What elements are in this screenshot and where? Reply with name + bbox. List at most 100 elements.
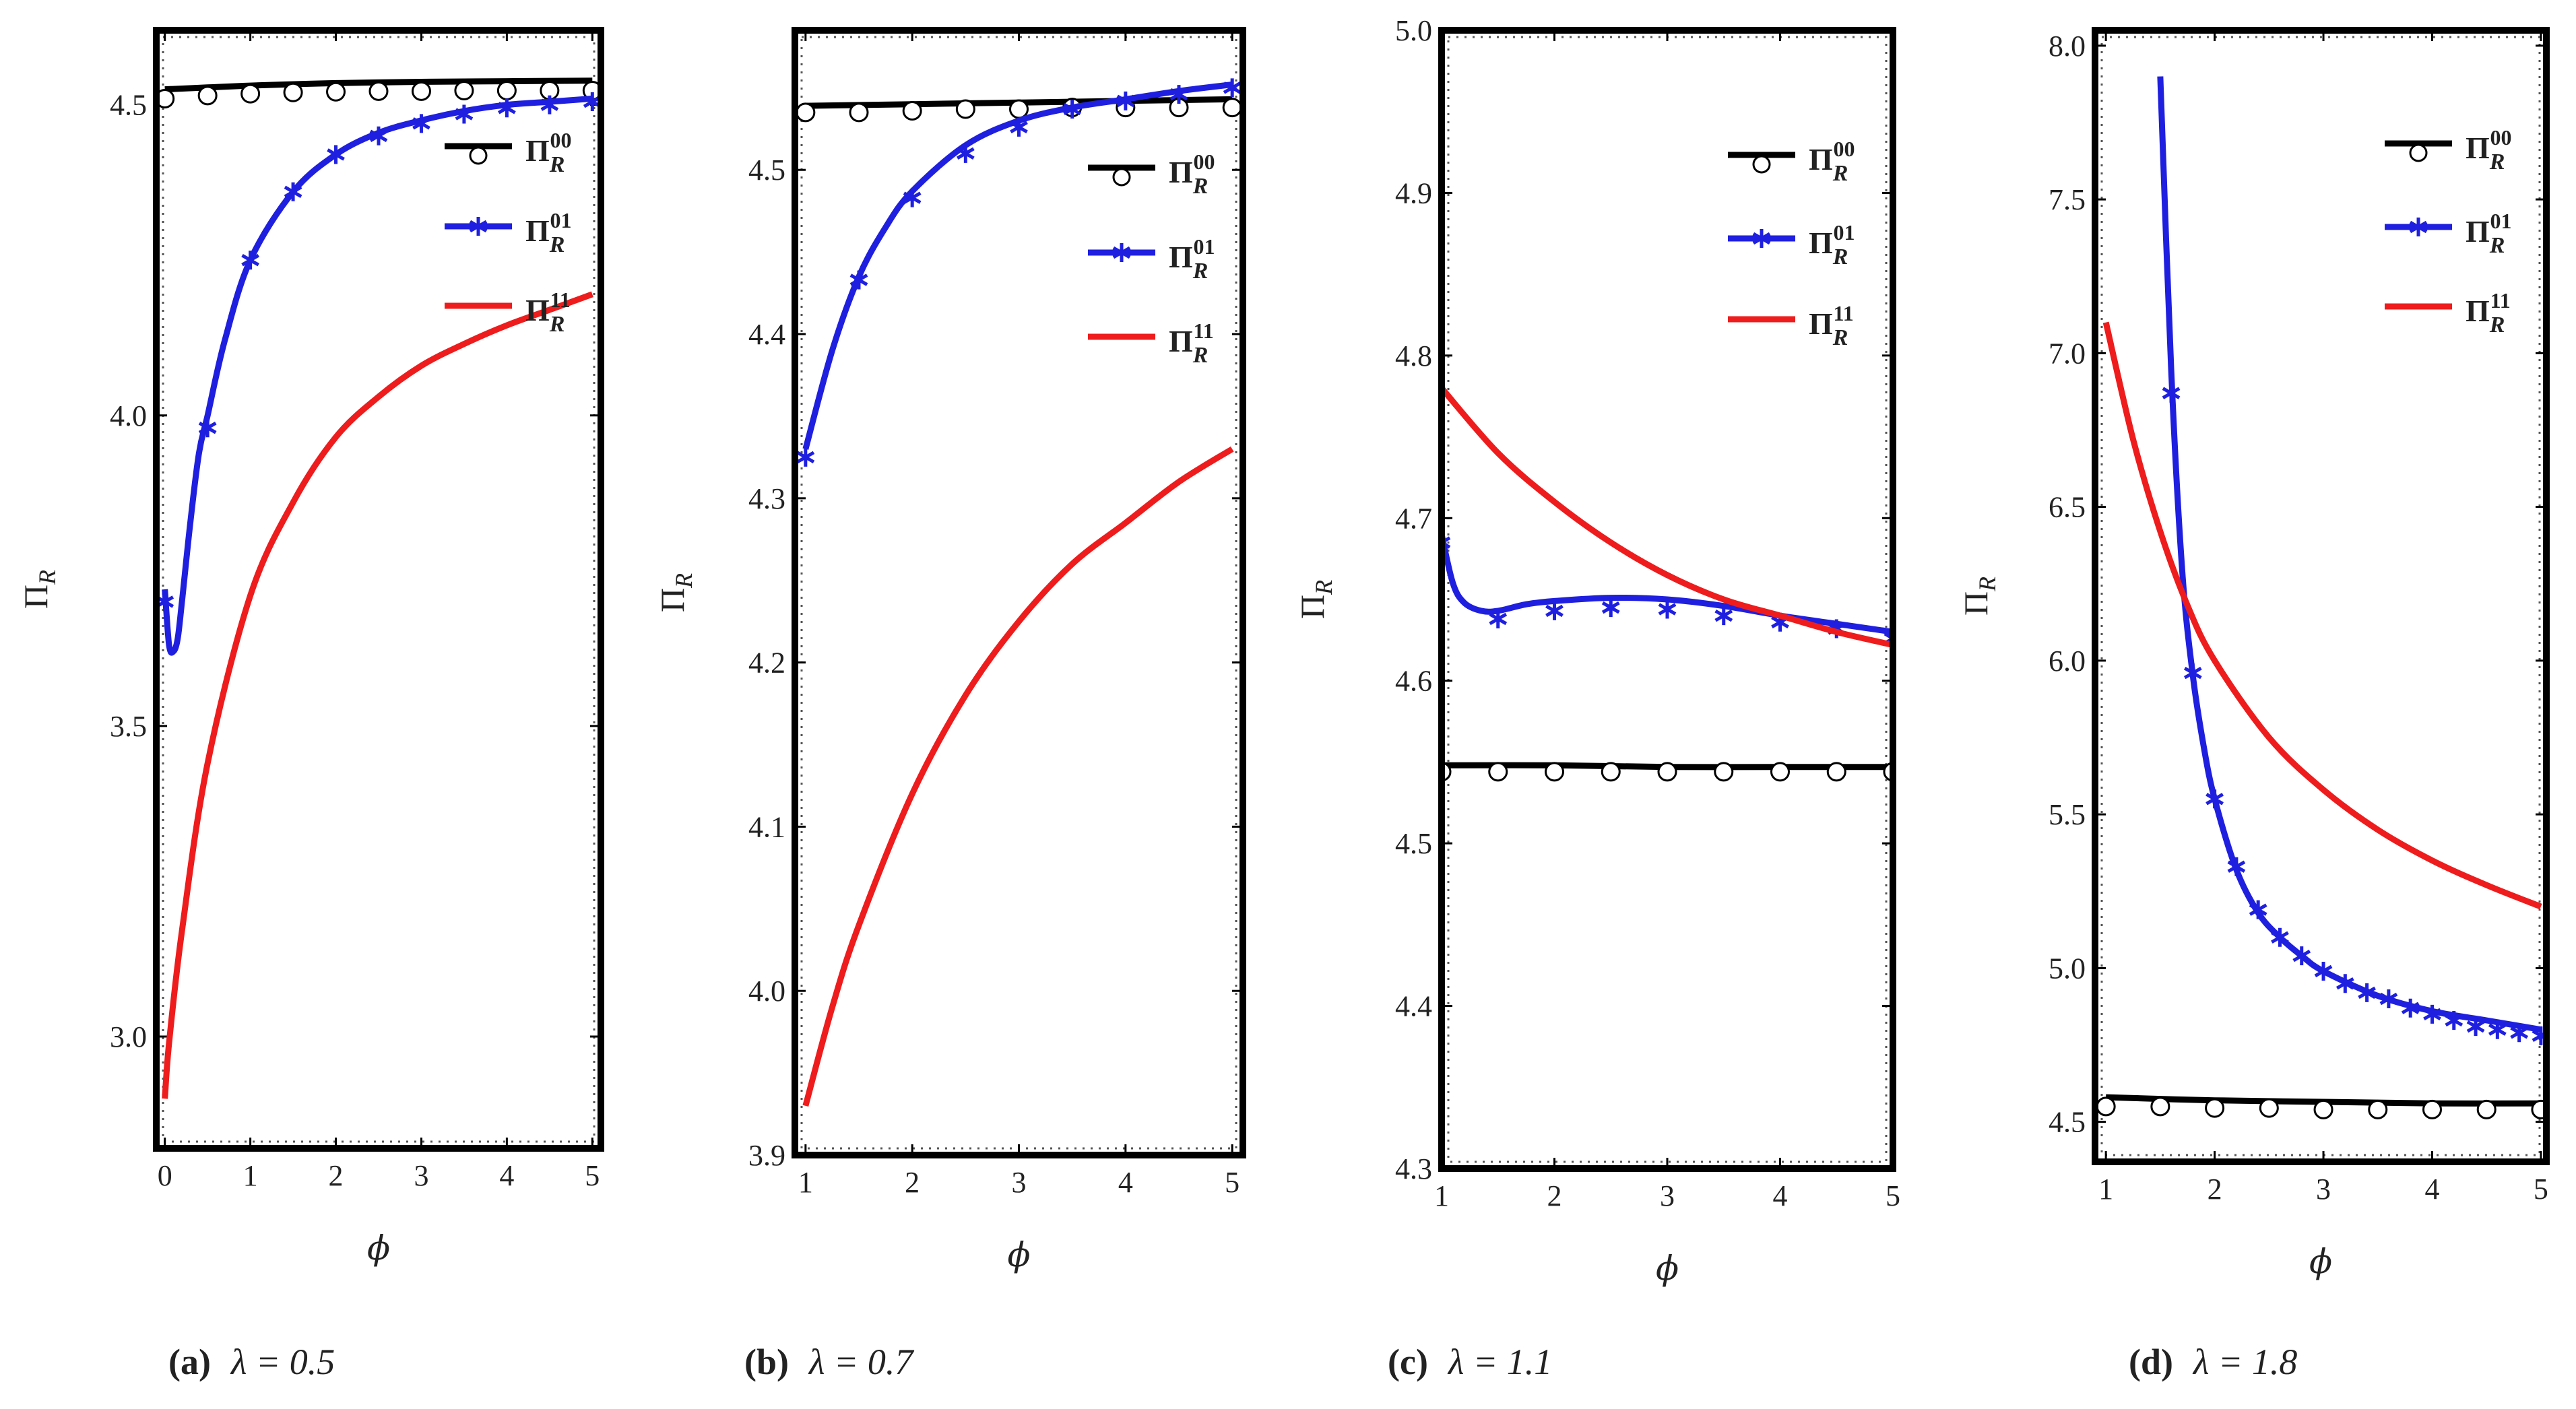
panel-1-xtick-label-1: 1 xyxy=(243,1159,258,1192)
panel-1-series-0-marker-2 xyxy=(240,84,261,104)
panel-2-ytick-label-3: 4.2 xyxy=(748,647,785,680)
panel-3-ytick-label-0: 4.3 xyxy=(1395,1152,1432,1185)
panel-1-inner-dotted-frame xyxy=(162,36,595,1143)
panel-3-ytick-label-6: 4.9 xyxy=(1395,176,1432,209)
panel-3-series-1-marker-5 xyxy=(1714,606,1733,626)
panel-4-series-0-marker-2 xyxy=(2205,1098,2225,1118)
panel-3-ytick-label-5: 4.8 xyxy=(1395,339,1432,372)
panel-4-series-1-line xyxy=(2157,76,2542,1033)
panel-1-xtick-label-0: 0 xyxy=(158,1159,172,1192)
panel-1-legend-0-label: ΠR00 xyxy=(525,128,571,177)
panel-1-series-1-marker-4 xyxy=(327,145,345,164)
panel-2-series-1-marker-1 xyxy=(849,270,868,290)
panel-4-legend-0-label: ΠR00 xyxy=(2466,125,2511,174)
panel-2-series-2-line xyxy=(802,446,1234,1107)
panel-3-plot-area xyxy=(1442,386,1893,782)
panel-4-xtick-label-4: 5 xyxy=(2534,1173,2548,1206)
panel-3-ylabel: ΠR xyxy=(1293,580,1337,619)
panel-3-legend-1-label: ΠR01 xyxy=(1809,220,1855,269)
panel-1-xtick-label-4: 4 xyxy=(499,1159,514,1192)
panel-3-ytick-label-2: 4.5 xyxy=(1395,827,1432,860)
panel-4-ytick-label-0: 4.5 xyxy=(2049,1106,2086,1139)
panel-4-ylabel: ΠR xyxy=(1957,577,2001,616)
panel-1-ylabel: ΠR xyxy=(17,570,61,609)
panel-2-series-0-marker-3 xyxy=(955,99,975,119)
panel-4-plot-area xyxy=(2096,76,2546,1119)
panel-4-series-0-marker-1 xyxy=(2150,1096,2170,1117)
panel-4-series-1-marker-0 xyxy=(2162,383,2181,403)
panel-4-legend-1-label: ΠR01 xyxy=(2466,209,2511,258)
panel-3-xtick-label-0: 1 xyxy=(1434,1179,1449,1212)
panel-4-caption: (d) λ = 1.8 xyxy=(2129,1342,2297,1382)
panel-4-series-0-marker-4 xyxy=(2313,1099,2333,1119)
panel-4-frame xyxy=(2092,27,2550,1165)
panel-4-xtick-label-1: 2 xyxy=(2208,1173,2222,1206)
panel-3-series-0-marker-3 xyxy=(1601,762,1621,782)
panel-4-ytick-label-5: 7.0 xyxy=(2049,337,2086,370)
panel-3-series-2-line xyxy=(1442,386,1893,648)
panel-1-series-0-marker-8 xyxy=(496,80,517,100)
panel-4-xtick-label-3: 4 xyxy=(2424,1173,2439,1206)
panel-2-series-0-marker-8 xyxy=(1222,98,1242,118)
panel-2-series-1-marker-7 xyxy=(1169,85,1188,104)
panel-4-series-1-marker-2 xyxy=(2205,789,2224,809)
panel-4-series-1-marker-4 xyxy=(2249,900,2267,919)
panel-3-series-1-marker-0 xyxy=(1442,533,1451,552)
panel-4: 1 2 3 4 5 4.5 5.0 5.5 6.0 6.5 7.0 7.5 8.0 ΠR00 ΠR01 ΠR1… xyxy=(1957,27,2550,1382)
panel-2-series-1-marker-4 xyxy=(1010,117,1028,137)
panel-3-series-0-marker-1 xyxy=(1488,762,1508,782)
panel-4-xlabel: ϕ xyxy=(2309,1242,2332,1281)
panel-2-series-1-marker-8 xyxy=(1223,78,1242,98)
panel-4-series-1-marker-9 xyxy=(2358,983,2376,1002)
panel-1-series-1-marker-9 xyxy=(540,95,559,114)
panel-1-ytick-label-0: 3.0 xyxy=(110,1020,147,1053)
panel-2-series-1-marker-3 xyxy=(956,143,975,163)
panel-2-caption: (b) λ = 0.7 xyxy=(744,1342,914,1382)
panel-4-ytick-label-4: 6.5 xyxy=(2049,491,2086,524)
panel-3-xtick-label-1: 2 xyxy=(1547,1179,1562,1212)
panel-1-series-2-line xyxy=(162,291,593,1099)
panel-1-series-1-marker-2 xyxy=(241,251,259,270)
panel-2-frame xyxy=(792,27,1246,1158)
panel-4-series-1-marker-14 xyxy=(2466,1017,2485,1037)
panel-4-series-1-marker-16 xyxy=(2510,1023,2529,1043)
panel-4-series-1-marker-13 xyxy=(2445,1011,2464,1030)
panel-1-series-0-marker-4 xyxy=(326,81,346,102)
panel-4-series-0-marker-6 xyxy=(2422,1099,2442,1119)
panel-2-xlabel: ϕ xyxy=(1007,1235,1030,1274)
panel-1-series-0-marker-7 xyxy=(454,80,474,100)
panel-4-series-1-marker-10 xyxy=(2379,989,2398,1009)
panel-2-xtick-label-2: 3 xyxy=(1012,1166,1027,1199)
panel-1-series-1-marker-5 xyxy=(369,126,388,145)
panel-1-caption: (a) λ = 0.5 xyxy=(168,1342,335,1382)
panel-1-legend-1-marker xyxy=(469,217,488,236)
panel-2-series-1-marker-5 xyxy=(1063,100,1082,119)
panel-4-ytick-label-6: 7.5 xyxy=(2049,183,2086,216)
panel-2-series-0-marker-4 xyxy=(1009,99,1029,119)
panel-1-legend-1-label: ΠR01 xyxy=(525,208,571,257)
panel-4-series-0-marker-7 xyxy=(2476,1099,2497,1119)
panel-4-series-1-marker-3 xyxy=(2227,857,2246,876)
panel-3-ytick-label-4: 4.7 xyxy=(1395,502,1432,535)
panel-4-series-1-marker-7 xyxy=(2314,961,2333,981)
panel-1-xtick-label-2: 2 xyxy=(329,1159,344,1192)
panel-3-xtick-label-3: 4 xyxy=(1773,1179,1788,1212)
panel-4-xtick-label-2: 3 xyxy=(2316,1173,2331,1206)
panel-4-xtick-label-0: 1 xyxy=(2098,1173,2113,1206)
panel-2-legend-1-label: ΠR01 xyxy=(1169,234,1215,284)
panel-2-ytick-label-2: 4.1 xyxy=(748,810,785,843)
panel-3-legend-0-marker xyxy=(1752,155,1771,174)
panel-1-xtick-label-5: 5 xyxy=(585,1159,600,1192)
panel-4-inner-dotted-frame xyxy=(2100,36,2541,1156)
panel-3-xtick-label-4: 5 xyxy=(1886,1179,1900,1212)
panel-1-series-0-marker-3 xyxy=(283,82,303,102)
panel-4-legend-2-label: ΠR11 xyxy=(2466,288,2511,337)
panel-2-ytick-label-4: 4.3 xyxy=(748,482,785,515)
panel-3-series-1-marker-3 xyxy=(1601,598,1620,618)
panel-4-series-1-marker-12 xyxy=(2423,1004,2441,1024)
panel-4-series-1-marker-6 xyxy=(2292,946,2311,966)
panel-4-series-1-marker-5 xyxy=(2271,927,2289,947)
panel-2-legend-2-label: ΠR11 xyxy=(1169,319,1214,368)
panel-4-ytick-label-7: 8.0 xyxy=(2049,30,2086,63)
